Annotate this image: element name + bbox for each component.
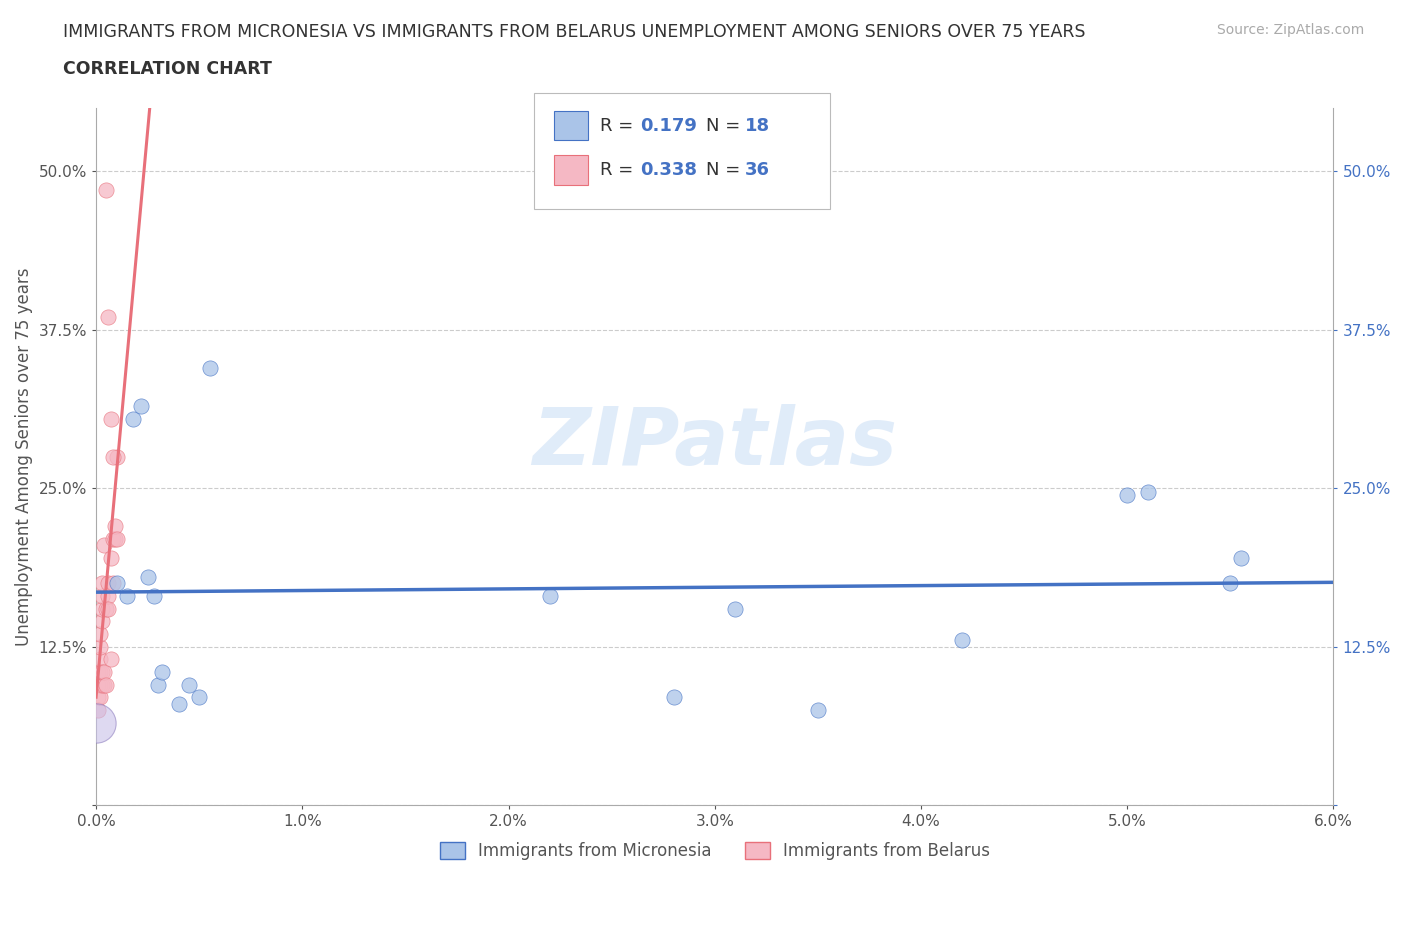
Point xyxy=(100,551,122,565)
Point xyxy=(950,633,973,648)
Point xyxy=(1116,487,1139,502)
Point xyxy=(122,411,145,426)
Text: R =: R = xyxy=(600,116,640,135)
Text: IMMIGRANTS FROM MICRONESIA VS IMMIGRANTS FROM BELARUS UNEMPLOYMENT AMONG SENIORS: IMMIGRANTS FROM MICRONESIA VS IMMIGRANTS… xyxy=(63,23,1085,41)
Text: N =: N = xyxy=(706,161,745,179)
Point xyxy=(91,665,114,680)
Point xyxy=(101,449,124,464)
Point xyxy=(89,652,111,667)
Point xyxy=(96,183,118,198)
Point xyxy=(662,690,685,705)
Point xyxy=(91,576,114,591)
Point xyxy=(100,652,122,667)
Point xyxy=(97,310,120,325)
Point xyxy=(104,532,127,547)
Point xyxy=(89,677,111,692)
Text: N =: N = xyxy=(706,116,745,135)
Legend: Immigrants from Micronesia, Immigrants from Belarus: Immigrants from Micronesia, Immigrants f… xyxy=(433,835,997,867)
Point xyxy=(142,589,165,604)
Point xyxy=(96,602,118,617)
Point xyxy=(807,703,830,718)
Point xyxy=(167,697,190,711)
Point xyxy=(198,361,221,376)
Point xyxy=(1219,576,1241,591)
Point xyxy=(724,602,747,617)
Point xyxy=(146,677,169,692)
Point xyxy=(131,398,153,413)
Point xyxy=(101,576,124,591)
Point xyxy=(87,690,110,705)
Text: 0.338: 0.338 xyxy=(640,161,697,179)
Point xyxy=(91,677,114,692)
Point xyxy=(101,532,124,547)
Point xyxy=(89,627,111,642)
Point xyxy=(177,677,200,692)
Point xyxy=(89,690,111,705)
Text: ZIPatlas: ZIPatlas xyxy=(533,404,897,482)
Point xyxy=(93,538,115,552)
Point xyxy=(89,665,111,680)
Point xyxy=(97,602,120,617)
Point xyxy=(93,665,115,680)
Text: 0.179: 0.179 xyxy=(640,116,696,135)
Point xyxy=(96,677,118,692)
Point xyxy=(538,589,561,604)
Point xyxy=(1136,485,1159,499)
Text: 18: 18 xyxy=(745,116,770,135)
Point xyxy=(93,677,115,692)
Point xyxy=(105,532,128,547)
Point xyxy=(97,589,120,604)
Point xyxy=(91,614,114,629)
Point xyxy=(1229,551,1251,565)
Point xyxy=(84,715,107,730)
Point xyxy=(100,411,122,426)
Point xyxy=(89,639,111,654)
Point xyxy=(105,449,128,464)
Text: R =: R = xyxy=(600,161,640,179)
Point xyxy=(150,665,173,680)
Point xyxy=(91,589,114,604)
Point xyxy=(87,665,110,680)
Text: 36: 36 xyxy=(745,161,770,179)
Point xyxy=(87,677,110,692)
Point xyxy=(87,703,110,718)
Y-axis label: Unemployment Among Seniors over 75 years: Unemployment Among Seniors over 75 years xyxy=(15,267,32,645)
Point xyxy=(188,690,211,705)
Point xyxy=(97,576,120,591)
Text: CORRELATION CHART: CORRELATION CHART xyxy=(63,60,273,78)
Point xyxy=(136,569,159,584)
Point xyxy=(104,519,127,534)
Text: Source: ZipAtlas.com: Source: ZipAtlas.com xyxy=(1216,23,1364,37)
Point xyxy=(105,576,128,591)
Point xyxy=(91,602,114,617)
Point xyxy=(115,589,138,604)
